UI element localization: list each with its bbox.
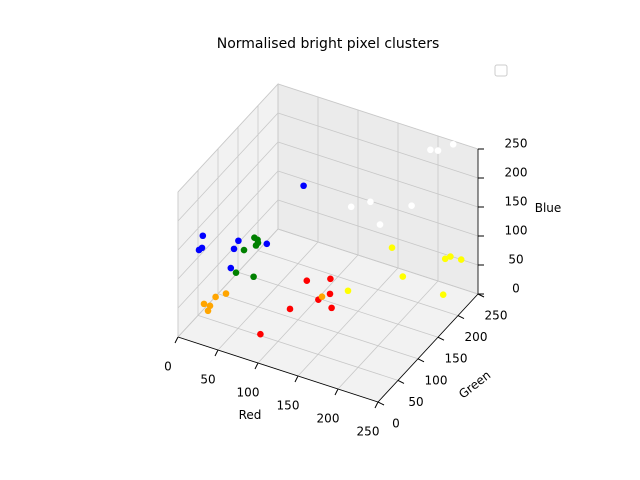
y-tick-label: 50 bbox=[408, 395, 423, 409]
point bbox=[254, 239, 262, 247]
tick-mark bbox=[254, 362, 259, 370]
grid-line bbox=[217, 293, 419, 360]
tick-mark bbox=[417, 358, 425, 363]
z-tick-label: 0 bbox=[512, 282, 520, 296]
point bbox=[232, 269, 240, 277]
grid-line bbox=[197, 315, 399, 381]
x-tick-label: 50 bbox=[200, 373, 215, 387]
y-tick-label: 200 bbox=[465, 330, 488, 344]
grid-line bbox=[277, 112, 479, 179]
tick-mark bbox=[214, 349, 219, 357]
point bbox=[427, 146, 434, 154]
point bbox=[457, 256, 465, 263]
y-tick-label: 250 bbox=[485, 309, 508, 323]
axis-line bbox=[177, 336, 379, 403]
point bbox=[212, 293, 219, 301]
point bbox=[449, 141, 457, 148]
point bbox=[222, 290, 230, 297]
point bbox=[200, 300, 208, 308]
point bbox=[318, 293, 326, 301]
point bbox=[303, 277, 311, 285]
x-tick-label: 0 bbox=[164, 360, 172, 374]
point bbox=[344, 287, 352, 295]
grid-line bbox=[257, 254, 359, 364]
chart-title: Normalised bright pixel clusters bbox=[217, 36, 440, 52]
tick-mark bbox=[397, 379, 405, 384]
z-axis-label: Blue bbox=[535, 201, 562, 215]
x-tick-label: 100 bbox=[237, 386, 260, 400]
z-tick-label: 100 bbox=[505, 224, 528, 238]
tick-mark bbox=[294, 375, 299, 383]
y-axis-label: Green bbox=[456, 368, 493, 401]
point bbox=[198, 244, 206, 252]
grid-line bbox=[217, 241, 319, 351]
grid-line bbox=[277, 170, 479, 237]
axis-line bbox=[377, 293, 479, 403]
point bbox=[327, 275, 334, 283]
grid-line bbox=[257, 250, 459, 316]
z-tick-label: 250 bbox=[505, 137, 528, 151]
point bbox=[441, 255, 449, 263]
point bbox=[447, 253, 454, 260]
tick-mark bbox=[174, 336, 179, 344]
point bbox=[240, 246, 248, 254]
legend bbox=[494, 64, 508, 77]
tick-mark bbox=[374, 401, 379, 409]
z-tick-label: 50 bbox=[508, 253, 523, 267]
point bbox=[235, 237, 242, 245]
point bbox=[263, 240, 271, 248]
point bbox=[257, 330, 264, 338]
grid-line bbox=[177, 228, 279, 338]
point bbox=[204, 307, 212, 315]
grid-line bbox=[177, 141, 279, 251]
grid-line bbox=[337, 280, 439, 390]
grid-line bbox=[177, 199, 279, 309]
grid-line bbox=[277, 228, 479, 295]
point bbox=[227, 264, 235, 272]
point bbox=[434, 147, 442, 154]
point bbox=[250, 273, 257, 281]
grid-line bbox=[177, 83, 279, 193]
grid-line bbox=[177, 112, 279, 222]
point bbox=[367, 198, 374, 206]
point bbox=[347, 203, 355, 211]
z-tick-label: 150 bbox=[505, 195, 528, 209]
tick-mark bbox=[334, 388, 339, 396]
z-tick-label: 200 bbox=[505, 166, 528, 180]
y-tick-label: 0 bbox=[392, 417, 400, 431]
point bbox=[328, 304, 335, 312]
grid-line bbox=[237, 271, 439, 338]
point bbox=[300, 182, 307, 190]
x-tick-label: 150 bbox=[277, 399, 300, 413]
point bbox=[206, 302, 214, 310]
point bbox=[326, 290, 334, 298]
point bbox=[399, 273, 407, 280]
point bbox=[286, 305, 294, 313]
point bbox=[388, 244, 396, 252]
point bbox=[230, 245, 238, 253]
point bbox=[408, 202, 415, 209]
grid-line bbox=[277, 141, 479, 208]
point bbox=[376, 221, 384, 228]
y-tick-label: 100 bbox=[425, 373, 448, 387]
point bbox=[199, 232, 207, 240]
x-axis-label: Red bbox=[239, 408, 262, 422]
tick-mark bbox=[457, 315, 465, 320]
tick-mark bbox=[377, 401, 385, 406]
grid-line bbox=[277, 199, 479, 266]
tick-mark bbox=[437, 336, 445, 341]
y-tick-label: 150 bbox=[445, 352, 468, 366]
grid-line bbox=[177, 170, 279, 280]
point bbox=[439, 291, 447, 299]
x-tick-label: 200 bbox=[317, 412, 340, 426]
grid-line bbox=[297, 267, 399, 377]
x-tick-label: 250 bbox=[357, 425, 380, 439]
grid-line bbox=[277, 83, 479, 150]
